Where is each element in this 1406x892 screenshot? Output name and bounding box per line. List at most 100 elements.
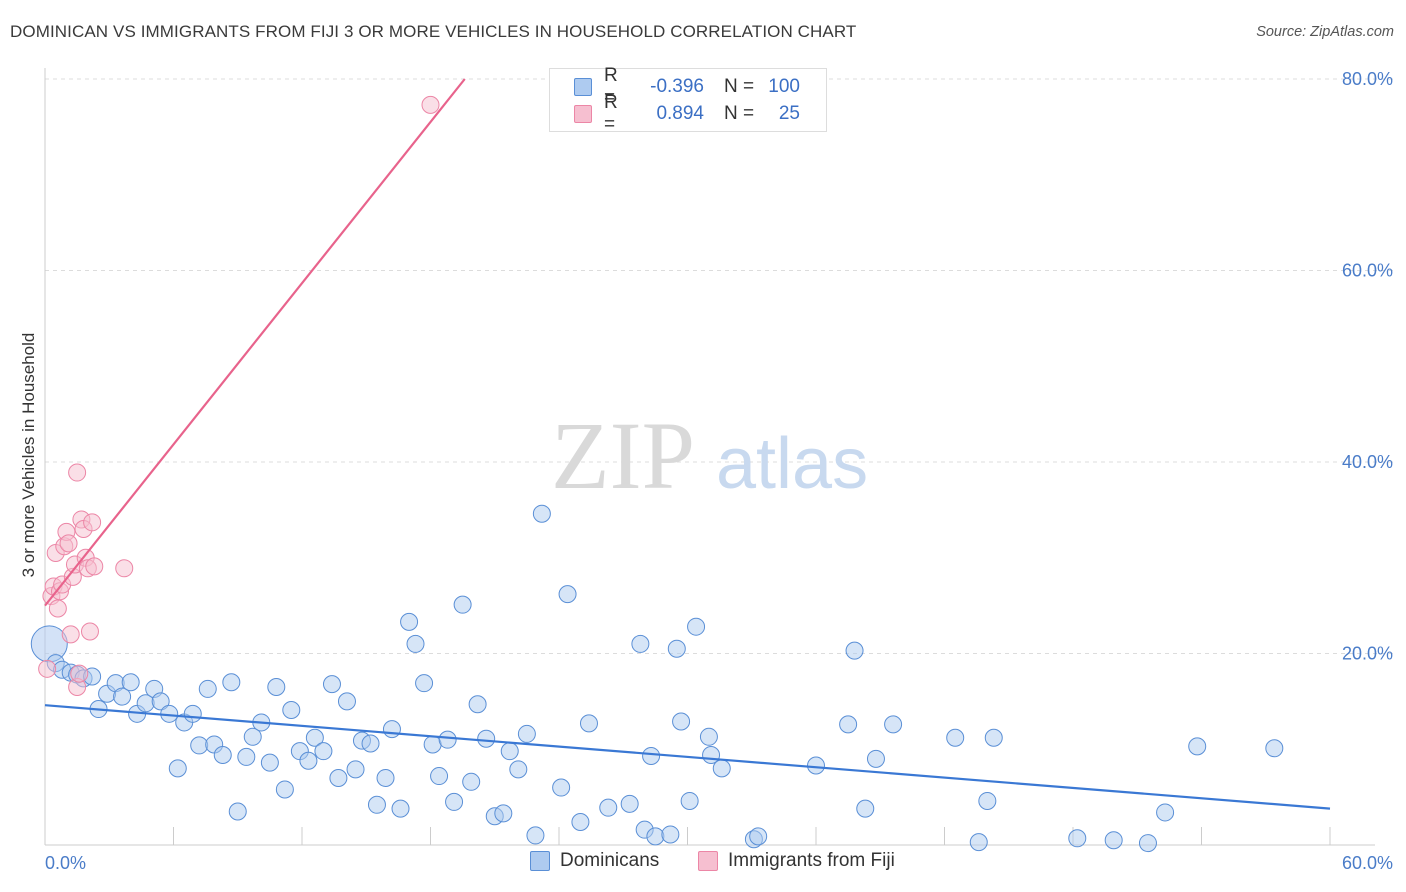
data-point <box>438 730 457 749</box>
data-point <box>969 833 988 852</box>
n-value: 25 <box>778 103 800 124</box>
data-point <box>228 802 247 821</box>
blue-swatch <box>574 78 592 96</box>
r-label: R = <box>604 92 618 135</box>
data-point <box>517 724 536 743</box>
data-point <box>1265 739 1284 758</box>
data-point <box>322 675 341 694</box>
data-point <box>70 664 89 683</box>
data-point <box>305 728 324 747</box>
data-point <box>978 791 997 810</box>
x-tick-label: 60.0% <box>1342 853 1393 873</box>
y-tick-label: 60.0% <box>1342 261 1393 281</box>
data-point <box>382 720 401 739</box>
data-point <box>856 799 875 818</box>
n-label: N = <box>724 103 755 124</box>
r-label: R = <box>604 65 618 108</box>
data-point <box>38 659 57 678</box>
trend-line-dominicans <box>44 704 1331 810</box>
data-point <box>421 95 440 114</box>
pink-swatch <box>698 851 718 871</box>
data-point <box>61 625 80 644</box>
legend-label: Immigrants from Fiji <box>728 850 895 871</box>
data-point <box>620 794 639 813</box>
data-point <box>571 813 590 832</box>
data-point <box>500 742 519 761</box>
data-point <box>558 585 577 604</box>
data-point <box>337 692 356 711</box>
r-value: 0.894 <box>656 103 704 124</box>
n-value: 100 <box>768 76 800 97</box>
watermark-zip: ZIP <box>551 402 695 509</box>
data-point <box>68 463 87 482</box>
data-point <box>712 759 731 778</box>
data-point <box>845 641 864 660</box>
data-point <box>599 798 618 817</box>
data-point <box>468 695 487 714</box>
data-point <box>1156 803 1175 822</box>
data-point <box>642 746 661 765</box>
data-point <box>183 704 202 723</box>
data-point <box>237 747 256 766</box>
correlation-legend: R = -0.396 N = 100 R = 0.894 N = 25 <box>549 65 827 135</box>
data-point <box>367 795 386 814</box>
data-point <box>59 534 78 553</box>
series-legend: Dominicans Immigrants from Fiji <box>0 850 1406 878</box>
data-point <box>113 687 132 706</box>
data-point <box>415 674 434 693</box>
data-point <box>213 745 232 764</box>
source-label: Source: ZipAtlas.com <box>1256 24 1394 40</box>
r-value: -0.396 <box>650 76 704 97</box>
data-point <box>646 827 665 846</box>
data-point <box>946 728 965 747</box>
data-point <box>839 715 858 734</box>
legend-item-dominicans[interactable]: Dominicans <box>530 850 659 872</box>
data-point <box>391 799 410 818</box>
data-point <box>282 700 301 719</box>
data-point <box>680 791 699 810</box>
legend-item-fiji[interactable]: Immigrants from Fiji <box>698 850 895 872</box>
data-point <box>151 692 170 711</box>
x-tick-labels: 0.0% 60.0% <box>45 853 1393 873</box>
data-point <box>299 751 318 770</box>
data-point <box>329 768 348 787</box>
n-label: N = <box>724 76 755 97</box>
trend-lines <box>44 78 1331 810</box>
legend-label: Dominicans <box>560 850 660 871</box>
data-point <box>168 759 187 778</box>
x-axis-ticks <box>44 827 1331 845</box>
data-point <box>80 622 99 641</box>
data-point <box>48 599 67 618</box>
data-point <box>190 736 209 755</box>
blue-swatch <box>530 851 550 871</box>
pink-swatch <box>574 105 592 123</box>
data-point <box>198 679 217 698</box>
data-point <box>509 760 528 779</box>
data-point <box>85 557 104 576</box>
data-point <box>494 804 513 823</box>
data-point <box>687 617 706 636</box>
legend-row-dominicans: R = -0.396 N = 100 <box>574 65 800 108</box>
data-point <box>1188 737 1207 756</box>
data-point <box>866 749 885 768</box>
watermark-atlas: atlas <box>716 424 868 504</box>
data-point <box>400 612 419 631</box>
data-point <box>552 778 571 797</box>
y-tick-label: 20.0% <box>1342 644 1393 664</box>
grid-lines <box>45 78 1395 654</box>
data-point <box>260 753 279 772</box>
data-point <box>430 767 449 786</box>
data-point <box>121 673 140 692</box>
data-point <box>532 504 551 523</box>
legend-row-fiji: R = 0.894 N = 25 <box>574 92 800 135</box>
y-tick-labels: 20.0% 40.0% 60.0% 80.0% <box>1342 69 1393 664</box>
data-point <box>314 742 333 761</box>
x-tick-label: 0.0% <box>45 853 86 873</box>
data-point <box>579 714 598 733</box>
data-point <box>661 825 680 844</box>
data-point <box>376 768 395 787</box>
chart-title: DOMINICAN VS IMMIGRANTS FROM FIJI 3 OR M… <box>10 22 857 41</box>
y-tick-label: 40.0% <box>1342 452 1393 472</box>
data-point <box>1068 829 1087 848</box>
